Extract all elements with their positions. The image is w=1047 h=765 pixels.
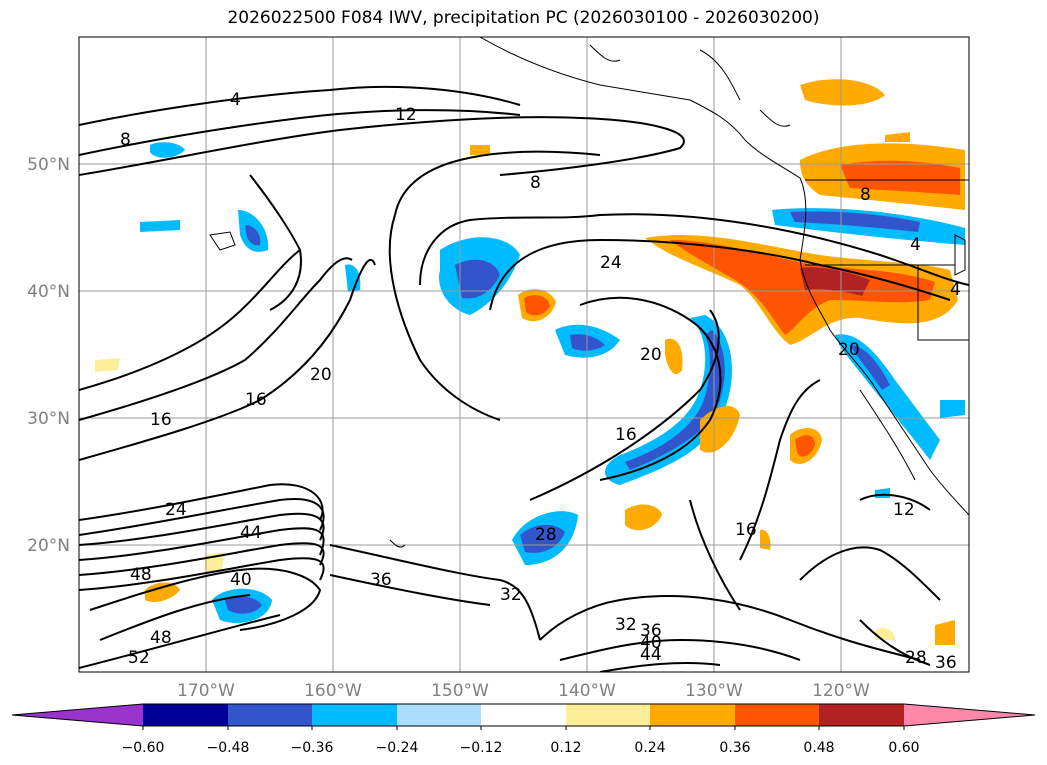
- contour-label: 12: [893, 500, 915, 520]
- contour-label: 4: [950, 280, 961, 300]
- contour-label: 32: [615, 615, 637, 635]
- contour-label: 8: [860, 185, 871, 205]
- contour-label: 16: [735, 520, 757, 540]
- lon-label: 170°W: [177, 681, 235, 701]
- lat-label: 50°N: [27, 155, 70, 175]
- contour-label: 52: [128, 648, 150, 668]
- colorbar-tick-label: 0.12: [550, 740, 581, 756]
- colorbar-bin: [312, 704, 397, 726]
- colorbar-bin: [650, 704, 735, 726]
- colorbar-tick-label: −0.12: [460, 740, 503, 756]
- lat-labels: 50°N 40°N 30°N 20°N: [27, 155, 70, 556]
- lon-label: 130°W: [685, 681, 743, 701]
- colorbar-bin: [819, 704, 904, 726]
- lat-label: 40°N: [27, 282, 70, 302]
- contour-label: 40: [640, 633, 662, 653]
- contour-label: 28: [905, 648, 927, 668]
- lat-label: 30°N: [27, 409, 70, 429]
- colorbar-ticks: −0.60 −0.48 −0.36 −0.24 −0.12 0.12 0.24 …: [122, 740, 920, 756]
- colorbar-extend-max: [904, 704, 1035, 726]
- contour-label: 16: [150, 410, 172, 430]
- colorbar-tick-label: 0.24: [634, 740, 665, 756]
- lon-label: 140°W: [558, 681, 616, 701]
- contour-label: 36: [370, 570, 392, 590]
- contour-label: 20: [640, 345, 662, 365]
- contour-label: 4: [230, 90, 241, 110]
- contour-label: 16: [615, 425, 637, 445]
- iwv-contours: [79, 85, 969, 672]
- colorbar-tick-label: 0.48: [803, 740, 834, 756]
- contour-label: 4: [910, 235, 921, 255]
- contour-labels: 4 12 8 8 8 4 4 24 20 20 16 16 20 16 24 4…: [120, 90, 961, 673]
- lon-label: 150°W: [431, 681, 489, 701]
- colorbar-tick-label: −0.24: [376, 740, 419, 756]
- colorbar: [11, 703, 1036, 730]
- contour-label: 24: [165, 500, 187, 520]
- colorbar-tick-label: −0.36: [291, 740, 334, 756]
- contour-label: 24: [600, 253, 622, 273]
- colorbar-bin: [397, 704, 481, 726]
- contour-label: 20: [310, 365, 332, 385]
- contour-label: 44: [240, 523, 262, 543]
- contour-label: 8: [530, 173, 541, 193]
- lon-label: 160°W: [304, 681, 362, 701]
- colorbar-tick-label: 0.60: [888, 740, 919, 756]
- contour-label: 36: [935, 653, 957, 673]
- contour-label: 16: [245, 390, 267, 410]
- colorbar-bin: [143, 704, 228, 726]
- map-panel: 4 12 8 8 8 4 4 24 20 20 16 16 20 16 24 4…: [79, 37, 969, 673]
- contour-label: 36: [640, 621, 662, 641]
- map-frame: [78, 36, 970, 673]
- lon-labels: 170°W 160°W 150°W 140°W 130°W 120°W: [177, 681, 870, 701]
- contour-label: 48: [130, 565, 152, 585]
- contour-label: 12: [395, 105, 417, 125]
- contour-label: 28: [535, 525, 557, 545]
- contour-label: 20: [838, 340, 860, 360]
- map-title: 2026022500 F084 IWV, precipitation PC (2…: [227, 8, 820, 28]
- contour-label: 8: [120, 130, 131, 150]
- lon-label: 120°W: [812, 681, 870, 701]
- contour-label: 44: [640, 645, 662, 665]
- colorbar-tick-label: −0.48: [207, 740, 250, 756]
- contour-label: 48: [150, 628, 172, 648]
- colorbar-tick-label: 0.36: [719, 740, 750, 756]
- colorbar-bin: [566, 704, 650, 726]
- colorbar-bin: [735, 704, 819, 726]
- colorbar-tick-label: −0.60: [122, 740, 165, 756]
- colorbar-bin: [228, 704, 312, 726]
- contour-label: 32: [500, 585, 522, 605]
- graticule: [79, 37, 969, 672]
- lat-label: 20°N: [27, 536, 70, 556]
- contour-label: 40: [230, 570, 252, 590]
- coastline: [209, 37, 969, 548]
- colorbar-bin: [481, 704, 566, 726]
- colorbar-extend-min: [12, 704, 143, 726]
